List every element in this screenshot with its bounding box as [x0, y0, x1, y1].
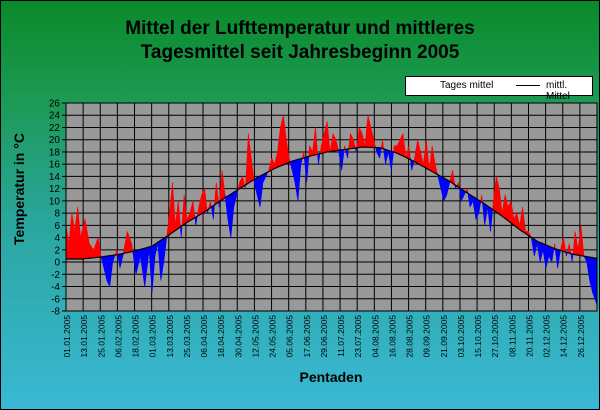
- x-tick-label: 26.12.2005: [576, 315, 586, 358]
- x-tick-label: 05.06.2005: [285, 315, 295, 358]
- x-tick-label: 06.04.2005: [199, 315, 209, 358]
- x-tick-label: 15.10.2005: [473, 315, 483, 358]
- legend: Tages mittel mittl. Mittel: [405, 76, 593, 102]
- y-tick-label: 24: [49, 111, 61, 122]
- x-tick-label: 11.07.2005: [336, 315, 346, 357]
- x-tick-label: 01.01.2005: [62, 315, 72, 358]
- plot-border: [65, 102, 598, 312]
- x-tick-label: 17.06.2005: [302, 315, 312, 358]
- x-tick-label: 03.10.2005: [456, 315, 466, 358]
- x-tick-label: 18.02.2005: [131, 315, 141, 358]
- legend-swatch-mean: [516, 85, 540, 86]
- x-tick-label: 30.04.2005: [233, 315, 243, 358]
- y-tick-label: -6: [51, 294, 60, 305]
- title-line-1: Mittel der Lufttemperatur und mittleres: [125, 18, 475, 39]
- x-tick-label: 29.06.2005: [319, 315, 329, 358]
- y-tick-label: -4: [51, 282, 60, 293]
- x-tick-label: 20.11.2005: [524, 315, 534, 357]
- y-tick-label: 22: [49, 123, 61, 134]
- y-tick-label: 4: [54, 233, 60, 244]
- x-tick-label: 18.04.2005: [216, 315, 226, 358]
- x-tick-label: 23.07.2005: [353, 315, 363, 358]
- x-tick-label: 08.11.2005: [507, 315, 517, 357]
- y-tick-label: -2: [51, 270, 60, 281]
- y-tick-label: 10: [49, 196, 61, 207]
- y-tick-label: 2: [54, 245, 60, 256]
- x-tick-label: 27.10.2005: [490, 315, 500, 358]
- y-tick-label: 20: [49, 135, 61, 146]
- y-tick-label: 12: [49, 184, 61, 195]
- x-tick-label: 24.05.2005: [268, 315, 278, 358]
- x-tick-label: 25.03.2005: [182, 315, 192, 358]
- x-tick-label: 13.01.2005: [79, 315, 89, 358]
- y-tick-label: 26: [49, 99, 61, 110]
- y-axis-label: Temperatur in °C: [11, 133, 27, 245]
- y-tick-label: 6: [54, 221, 60, 232]
- x-axis-label: Pentaden: [299, 369, 363, 385]
- title-line-2: Tagesmittel seit Jahresbeginn 2005: [140, 42, 460, 63]
- x-tick-label: 16.08.2005: [387, 315, 397, 358]
- chart-title: Mittel der Lufttemperatur und mittleres …: [1, 17, 599, 65]
- x-tick-label: 12.05.2005: [250, 315, 260, 358]
- legend-entry-mittl-mittel: mittl. Mittel: [546, 80, 570, 102]
- x-tick-label: 28.08.2005: [405, 315, 415, 358]
- series-line-mittl-mittel: [66, 146, 598, 260]
- y-tick-label: 8: [54, 209, 60, 220]
- x-tick-label: 13.03.2005: [165, 315, 175, 358]
- x-tick-label: 09.09.2005: [422, 315, 432, 358]
- x-tick-label: 14.12.2005: [559, 315, 569, 358]
- x-tick-label: 04.08.2005: [370, 315, 380, 358]
- y-tick-label: 16: [49, 160, 61, 171]
- y-tick-label: 14: [49, 172, 61, 183]
- x-tick-label: 06.02.2005: [113, 315, 123, 358]
- x-tick-label: 21.09.2005: [439, 315, 449, 358]
- y-tick-label: 18: [49, 147, 61, 158]
- x-tick-label: 01.03.2005: [148, 315, 158, 358]
- x-tick-label: 02.12.2005: [542, 315, 552, 358]
- y-tick-label: 0: [54, 258, 60, 269]
- x-tick-label: 25.01.2005: [96, 315, 106, 358]
- legend-entry-tages-mittel: Tages mittel: [440, 80, 494, 91]
- y-tick-label: -8: [51, 307, 60, 318]
